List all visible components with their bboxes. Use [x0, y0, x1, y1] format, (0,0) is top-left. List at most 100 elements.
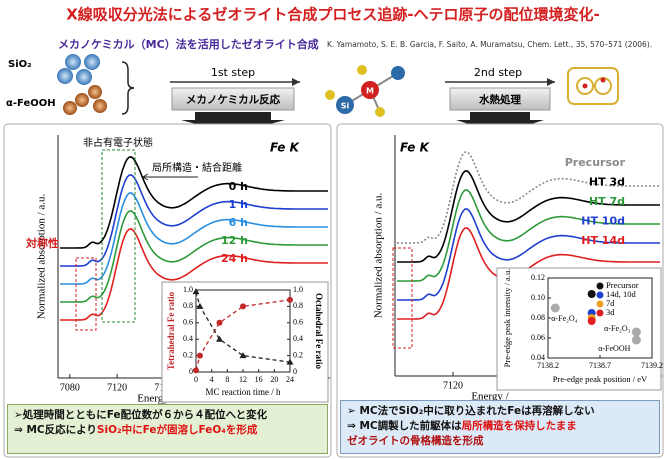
y-tick-label: 0.12 [531, 273, 545, 282]
annotation: 対称性 [25, 236, 59, 250]
x-tick-label: 7080 [60, 382, 80, 393]
slide: X線吸収分光法によるゼオライト合成プロセス追跡-ヘテロ原子の配位環境変化- メカ… [0, 0, 667, 459]
y-tick-label: 0.10 [531, 293, 545, 302]
y-tick-label: 0.08 [531, 313, 545, 322]
edge-label: Fe K [270, 141, 301, 155]
y-tick-label: 0 [189, 367, 193, 376]
tetrahedral-point [217, 320, 223, 326]
right-summary: ➢ MC法でSiO₂中に取り込まれたFeは再溶解しない ⇒ MC調製した前駆体は局… [340, 400, 660, 454]
summary-text: ⇒ MC調製した前駆体は [347, 420, 462, 432]
y-tick-label: 0.2 [183, 350, 193, 359]
x-axis-label: MC reaction time / h [206, 387, 281, 397]
reference-label: α-FeOOH [598, 344, 630, 353]
annotation: 局所構造・結合距離 [152, 161, 242, 174]
y2-axis-label: Octahedral Fe ratio [314, 293, 324, 369]
y-axis-label: Normalized absorption / a.u. [373, 192, 385, 318]
reference-point [632, 328, 641, 337]
y2-tick-label: 0.4 [293, 334, 303, 343]
summary-line: ➢ MC法でSiO₂中に取り込まれたFeは再溶解しない [347, 404, 653, 419]
y-axis-label: Normalized absorption / a.u. [36, 193, 48, 319]
feooh-particles [63, 85, 107, 115]
y2-tick-label: 0 [293, 367, 297, 376]
atom-label: M [366, 87, 374, 96]
series-label: HT 14d [581, 234, 625, 247]
step-name: 水熱処理 [478, 93, 521, 106]
tetrahedral-point [240, 303, 246, 309]
legend-marker [597, 283, 604, 290]
y-tick-label: 0.4 [183, 334, 193, 343]
x-tick-label: 8 [225, 375, 229, 384]
zeolite [568, 68, 618, 104]
y2-tick-label: 0.6 [293, 318, 303, 327]
summary-text: 局所構造を保持したまま [462, 420, 577, 432]
y-tick-label: 0.04 [531, 353, 545, 362]
summary-text: ゼオライトの骨格構造を形成 [347, 435, 484, 447]
tetrahedral-point [197, 353, 203, 359]
reactant-label: α-FeOOH [6, 98, 56, 109]
legend-marker [597, 292, 604, 299]
sample-point [588, 290, 596, 298]
reference-point [551, 304, 560, 313]
x-tick-label: 7120 [107, 382, 127, 393]
legend-marker [597, 301, 604, 308]
subtitle: メカノケミカル（MC）法を活用したゼオライト合成 [58, 37, 319, 51]
summary-line: ➢処理時間とともにFe配位数が６から４配位へと変化 [14, 408, 321, 423]
legend-marker [597, 310, 604, 317]
title: X線吸収分光法によるゼオライト合成プロセス追跡-ヘテロ原子の配位環境変化- [66, 6, 600, 24]
series-label: 1 h [229, 198, 248, 211]
summary-text: SiO₂中にFeが固溶しFeO₄を形成 [97, 424, 257, 436]
x-tick-label: 20 [270, 375, 278, 384]
step-label: 1st step [211, 66, 255, 79]
reference-label: α-Fe₂O₃ [604, 324, 630, 333]
y-tick-label: 1.0 [183, 285, 193, 294]
series-label: HT 10d [581, 215, 625, 228]
sio2-particles [57, 54, 100, 85]
left-summary: ➢処理時間とともにFe配位数が６から４配位へと変化 ⇒ MC反応によりSiO₂中に… [7, 404, 328, 454]
y-tick-label: 0.8 [183, 301, 193, 310]
tetrahedral-point [193, 367, 199, 373]
summary-line: ⇒ MC反応によりSiO₂中にFeが固溶しFeO₄を形成 [14, 423, 321, 438]
y2-tick-label: 0.8 [293, 301, 303, 310]
reference-point [632, 336, 641, 345]
x-tick-label: 12 [239, 375, 247, 384]
series-label: 24 h [221, 252, 248, 265]
edge-label: Fe K [400, 141, 431, 155]
brace [122, 62, 134, 114]
x-tick-label: 7120 [443, 380, 463, 391]
y-axis-label: Tetrahedral Fe ratio [166, 291, 176, 370]
series-label: Precursor [565, 156, 626, 169]
summary-text: ➢処理時間とともにFe配位数が６から４配位へと変化 [14, 409, 267, 421]
series-label: 12 h [221, 234, 248, 247]
summary-line: ゼオライトの骨格構造を形成 [347, 434, 653, 449]
page: X線吸収分光法によるゼオライト合成プロセス追跡-ヘテロ原子の配位環境変化- メカ… [0, 0, 667, 459]
y-axis-label: Pre-edge peak intensity / a.u. [502, 269, 512, 368]
x-tick-label: 7138.2 [537, 361, 559, 370]
legend-label: 3d [606, 307, 615, 317]
x-tick-label: 7139.2 [641, 361, 663, 370]
series-label: HT 3d [589, 176, 625, 189]
tetrahedral-point [287, 297, 293, 303]
step-label: 2nd step [474, 66, 522, 79]
step-name: メカノケミカル反応 [186, 93, 281, 106]
x-axis-label: Pre-edge peak position / eV [553, 374, 648, 384]
annotation: 非占有電子状態 [83, 136, 153, 149]
sample-point [588, 317, 596, 325]
reference-label: α-Fe₂O₄ [551, 314, 577, 323]
summary-text: ➢ MC法でSiO₂中に取り込まれたFeは再溶解しない [347, 405, 595, 417]
reactant-label: SiO₂ [8, 59, 32, 70]
x-tick-label: 16 [255, 375, 263, 384]
x-tick-label: 0 [194, 375, 198, 384]
series-label: 6 h [229, 216, 248, 229]
series-label: 0 h [229, 180, 248, 193]
y-tick-label: 0.06 [531, 333, 545, 342]
y2-tick-label: 0.2 [293, 350, 303, 359]
y-tick-label: 0.6 [183, 318, 193, 327]
x-tick-label: 7138.7 [589, 361, 611, 370]
summary-text: ⇒ MC反応により [14, 424, 97, 436]
y2-tick-label: 1.0 [293, 285, 303, 294]
reference: K. Yamamoto, S. E. B. Garcia, F. Saito, … [327, 40, 652, 49]
x-tick-label: 24 [286, 375, 294, 384]
summary-line: ⇒ MC調製した前駆体は局所構造を保持したまま [347, 419, 653, 434]
atom-label: Si [341, 102, 350, 111]
molecule [325, 65, 405, 117]
